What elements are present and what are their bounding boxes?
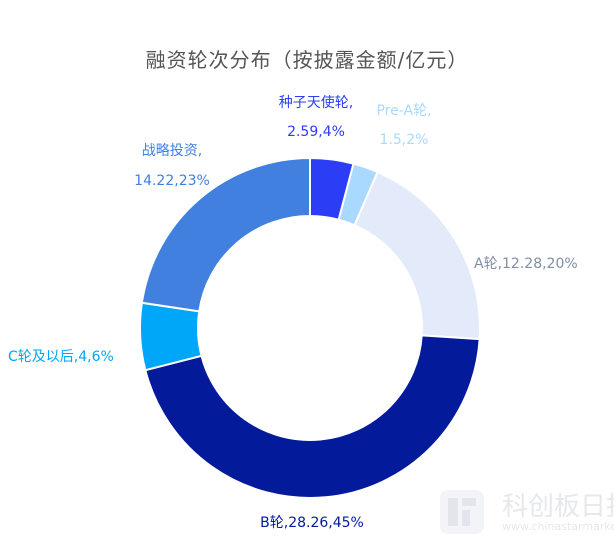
slice-label-3: B轮,28.26,45% (260, 515, 364, 531)
slice-value-label-1: 1.5,2% (380, 132, 429, 148)
donut-slice-5 (140, 156, 311, 313)
donut-slice-3 (144, 334, 481, 500)
slice-label-4: C轮及以后,4,6% (8, 349, 114, 365)
slice-label-1: Pre-A轮, (376, 103, 431, 119)
chart-title: 融资轮次分布（按披露金额/亿元） (145, 48, 469, 72)
watermark-url: www.chinastarmarket.cn (502, 520, 614, 533)
slice-value-label-5: 14.22,23% (134, 173, 210, 189)
watermark: 科创板日报 www.chinastarmarket.cn (440, 484, 614, 539)
slice-value-label-0: 2.59,4% (287, 124, 345, 140)
slice-label-2: A轮,12.28,20% (474, 256, 578, 272)
slice-label-0: 种子天使轮, (279, 94, 353, 111)
watermark-text: 科创板日报 (502, 492, 614, 522)
slice-label-5: 战略投资, (142, 143, 202, 159)
donut-slice-2 (353, 170, 481, 341)
watermark-logo-icon (440, 490, 484, 534)
